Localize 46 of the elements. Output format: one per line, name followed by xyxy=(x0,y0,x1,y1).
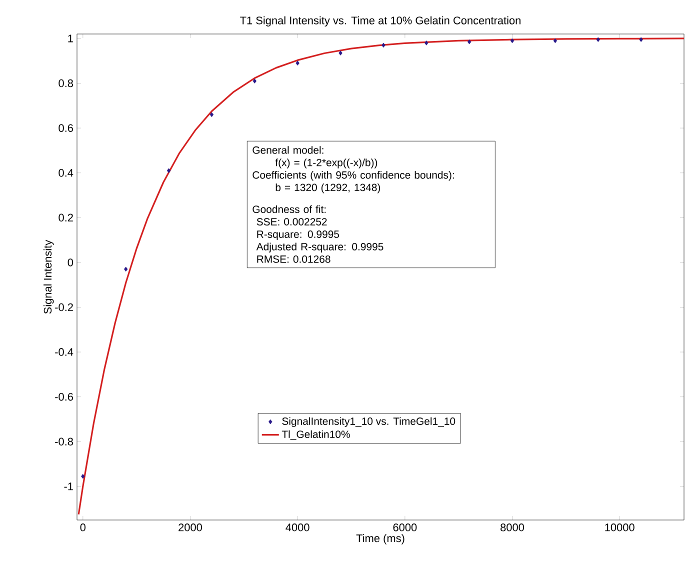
chart-title: T1 Signal Intensity vs. Time at 10% Gelatin Concentration xyxy=(240,16,520,26)
annotation: f(x) = (1-2*exp((-x)/b)) xyxy=(275,158,378,168)
point xyxy=(639,37,643,42)
x-tick-label: 8000 xyxy=(500,524,524,532)
annotation: Coefficients (with 95% confidence bounds): xyxy=(252,171,454,181)
x-tick-label: 2000 xyxy=(178,524,202,532)
y-tick-label: -1 xyxy=(64,482,73,490)
y-tick-label: 0.8 xyxy=(58,79,73,88)
annotation: General model: xyxy=(252,146,324,154)
point xyxy=(596,37,600,42)
annotation: b = 1320 (1292, 1348) xyxy=(276,183,380,194)
annotation: RMSE: 0.01268 xyxy=(257,255,330,263)
point xyxy=(338,50,342,56)
x-tick-label: 10000 xyxy=(605,524,634,532)
line-series xyxy=(78,38,684,516)
legend-label: Tl_Gelatin10% xyxy=(282,430,350,440)
x-tick-label: 0 xyxy=(80,524,86,532)
y-tick-label: 0.6 xyxy=(58,124,73,132)
point xyxy=(467,39,472,44)
y-axis-title: Signal Intensity xyxy=(44,240,54,314)
point xyxy=(424,40,428,46)
x-tick-label: 6000 xyxy=(393,524,417,532)
x-axis-title: Time (ms) xyxy=(356,534,404,544)
y-tick-label: 1 xyxy=(68,34,73,42)
point xyxy=(124,266,128,272)
annotation: Adjusted R-square: 0.9995 xyxy=(256,242,384,252)
y-tick-label: -0.4 xyxy=(55,348,74,356)
annotation: Goodness of fit: xyxy=(252,205,326,214)
y-tick-label: -0.2 xyxy=(55,303,73,312)
point xyxy=(252,78,256,84)
point xyxy=(81,474,85,479)
x-tick-label: 4000 xyxy=(286,524,310,532)
y-tick-label: 0.2 xyxy=(58,214,73,222)
annotation: SSE: 0.002252 xyxy=(256,218,327,226)
point xyxy=(510,38,514,44)
y-tick-label: 0 xyxy=(68,258,74,266)
y-tick-label: -0.6 xyxy=(55,392,73,401)
point xyxy=(553,38,558,44)
point xyxy=(296,60,300,66)
y-tick-label: -0.8 xyxy=(55,438,73,446)
annotation: R-square: 0.9995 xyxy=(257,230,340,240)
y-tick-label: 0.4 xyxy=(58,168,74,177)
point xyxy=(210,112,214,118)
point xyxy=(166,168,171,174)
legend-label: SignalIntensity1_10 vs. TimeGel1_10 xyxy=(282,417,456,428)
point xyxy=(382,42,386,48)
